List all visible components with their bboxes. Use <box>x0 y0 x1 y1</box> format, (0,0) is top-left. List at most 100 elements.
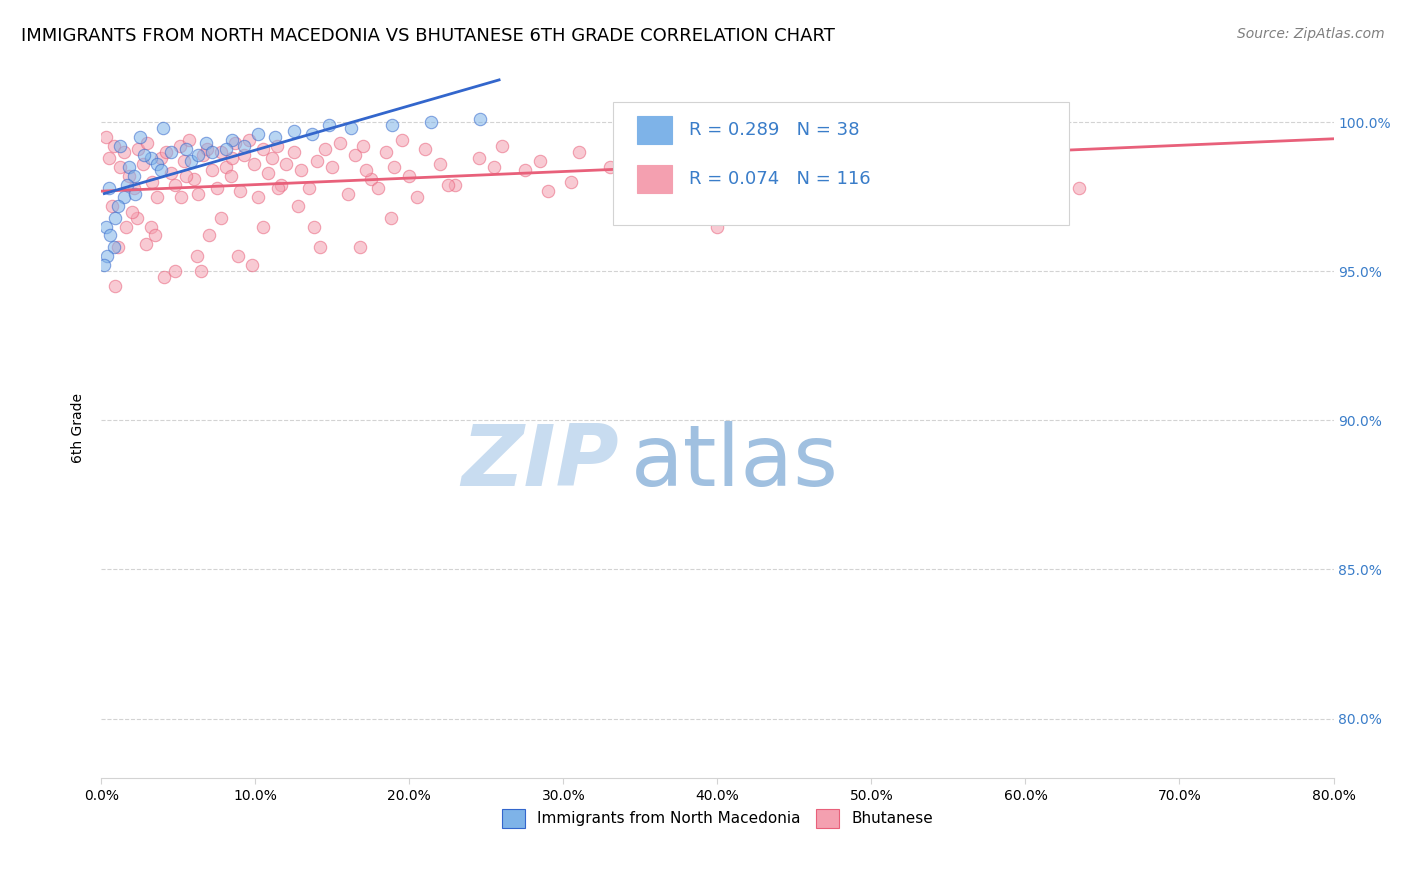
Point <box>96 249 118 263</box>
Point <box>150 162 173 177</box>
Point <box>381 118 404 132</box>
Point <box>186 249 208 263</box>
Text: Source: ZipAtlas.com: Source: ZipAtlas.com <box>1237 27 1385 41</box>
Point <box>115 219 138 234</box>
Text: atlas: atlas <box>631 421 839 504</box>
Point <box>283 124 305 138</box>
Point <box>967 162 990 177</box>
Point <box>314 142 336 156</box>
Point <box>174 142 197 156</box>
Point <box>173 153 195 168</box>
Point <box>352 139 374 153</box>
Point <box>675 145 697 159</box>
Point <box>108 139 131 153</box>
Point <box>344 148 367 162</box>
Point <box>309 240 332 254</box>
Point <box>240 258 263 272</box>
Point <box>599 160 621 174</box>
Point <box>238 133 260 147</box>
Point <box>845 139 868 153</box>
Point <box>398 169 420 183</box>
Point <box>706 219 728 234</box>
Point <box>165 264 187 278</box>
Point <box>197 142 219 156</box>
Point <box>132 157 155 171</box>
Point <box>152 121 174 136</box>
Point <box>104 211 127 225</box>
Point <box>806 153 828 168</box>
Point <box>174 169 197 183</box>
Point <box>209 211 232 225</box>
Point <box>191 148 214 162</box>
Point <box>1029 130 1052 145</box>
Point <box>360 171 382 186</box>
Point <box>876 157 898 171</box>
Point <box>226 249 249 263</box>
Point <box>100 228 122 243</box>
Point <box>233 139 256 153</box>
Point <box>224 136 246 150</box>
Point <box>150 151 173 165</box>
Point <box>252 142 274 156</box>
Point <box>375 145 398 159</box>
Point <box>229 184 252 198</box>
Point <box>215 160 238 174</box>
Point <box>339 121 361 136</box>
Point <box>318 118 340 132</box>
Point <box>380 211 402 225</box>
Point <box>290 162 312 177</box>
Point <box>117 178 139 192</box>
Point <box>103 139 125 153</box>
Point <box>201 162 224 177</box>
Point <box>134 148 156 162</box>
Point <box>302 219 325 234</box>
Point <box>205 181 228 195</box>
Point <box>141 175 163 189</box>
Point <box>768 130 790 145</box>
Point <box>190 264 212 278</box>
Point <box>94 130 117 145</box>
Point <box>108 160 131 174</box>
Text: R = 0.289   N = 38: R = 0.289 N = 38 <box>689 121 859 139</box>
Point <box>198 228 221 243</box>
Point <box>121 204 143 219</box>
Point <box>97 151 120 165</box>
Point <box>143 228 166 243</box>
Point <box>242 157 264 171</box>
Point <box>145 157 167 171</box>
Point <box>305 153 328 168</box>
Text: IMMIGRANTS FROM NORTH MACEDONIA VS BHUTANESE 6TH GRADE CORRELATION CHART: IMMIGRANTS FROM NORTH MACEDONIA VS BHUTA… <box>21 27 835 45</box>
Y-axis label: 6th Grade: 6th Grade <box>72 392 86 463</box>
Point <box>187 186 209 201</box>
Point <box>112 190 135 204</box>
Point <box>436 178 458 192</box>
Point <box>247 127 270 141</box>
Point <box>233 148 256 162</box>
Legend: Immigrants from North Macedonia, Bhutanese: Immigrants from North Macedonia, Bhutane… <box>496 803 939 834</box>
Point <box>135 237 157 252</box>
Point <box>221 133 243 147</box>
Point <box>513 162 536 177</box>
Bar <box>637 165 672 193</box>
Point <box>153 270 176 285</box>
Point <box>491 139 513 153</box>
Point <box>287 199 309 213</box>
FancyBboxPatch shape <box>613 102 1069 225</box>
Point <box>103 240 125 254</box>
Point <box>419 115 441 129</box>
Point <box>256 166 278 180</box>
Point <box>104 279 127 293</box>
Point <box>482 160 505 174</box>
Point <box>165 178 187 192</box>
Point <box>382 160 405 174</box>
Point <box>201 145 224 159</box>
Point <box>413 142 436 156</box>
Point <box>194 136 217 150</box>
Point <box>159 145 181 159</box>
Point <box>568 145 591 159</box>
Point <box>391 133 413 147</box>
Text: R = 0.074   N = 116: R = 0.074 N = 116 <box>689 170 870 188</box>
Point <box>560 175 582 189</box>
Point <box>252 219 274 234</box>
Point <box>267 181 290 195</box>
